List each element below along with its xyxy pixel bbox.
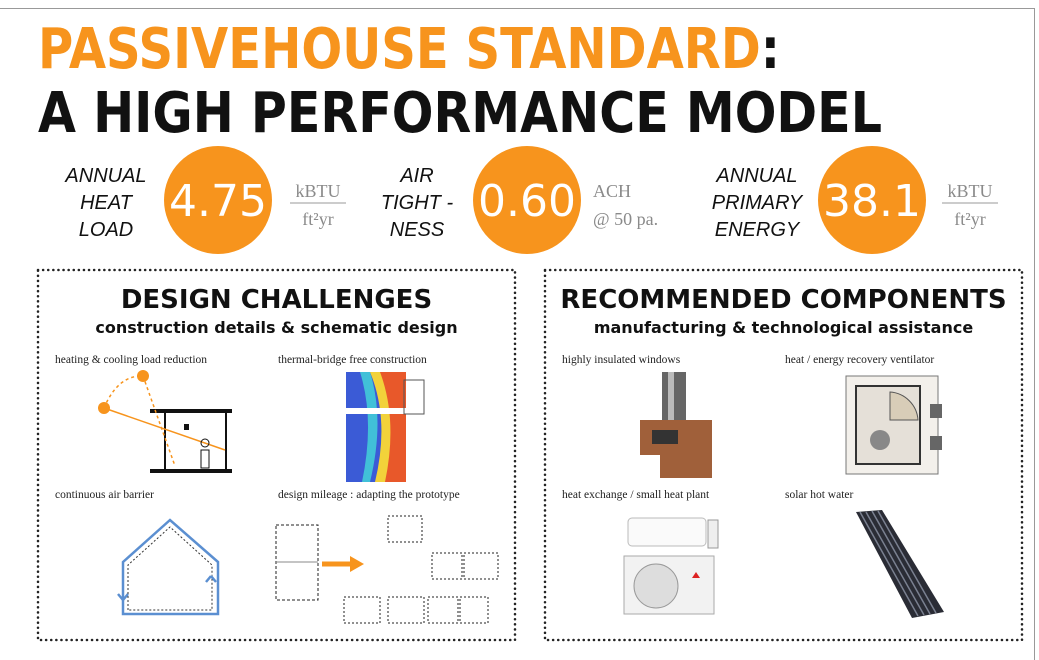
metric-unit-bottom: ft²yr [302, 209, 333, 229]
panel-title: RECOMMENDED COMPONENTS [560, 285, 1006, 315]
title-orange: PASSIVEHOUSE STANDARD [38, 17, 761, 82]
title-line-1: PASSIVEHOUSE STANDARD: [38, 17, 780, 82]
panel-subtitle: construction details & schematic design [95, 318, 457, 337]
photo-ventilator [846, 376, 942, 474]
item-caption: design mileage : adapting the prototype [278, 489, 460, 501]
infographic: PASSIVEHOUSE STANDARD: A HIGH PERFORMANC… [0, 0, 1039, 660]
item-caption: highly insulated windows [562, 354, 681, 366]
panel-subtitle: manufacturing & technological assistance [594, 318, 974, 337]
panel-title: DESIGN CHALLENGES [121, 285, 432, 315]
metric-unit-top: kBTU [296, 181, 341, 201]
metric-value: 38.1 [823, 176, 921, 227]
illustration-air-barrier [118, 520, 218, 614]
metric-unit-bottom: @ 50 pa. [593, 209, 658, 229]
item-caption: thermal-bridge free construction [278, 354, 427, 366]
metric-label: HEAT [80, 192, 134, 214]
item-caption: solar hot water [785, 489, 854, 501]
metric-label: AIR [399, 165, 433, 187]
illustration-prototype [276, 516, 498, 623]
metric-label: ENERGY [715, 219, 801, 241]
photo-window [640, 372, 712, 478]
item-caption: continuous air barrier [55, 489, 154, 501]
item-caption: heat / energy recovery ventilator [785, 354, 934, 366]
metric-label: ANNUAL [64, 165, 146, 187]
metric-label: LOAD [79, 219, 133, 241]
metric-label: TIGHT - [381, 192, 454, 214]
title-colon: : [761, 17, 780, 82]
metric-value: 0.60 [478, 176, 576, 227]
illustration-load-reduction [98, 370, 232, 471]
title-line-2: A HIGH PERFORMANCE MODEL [38, 81, 882, 146]
metric-unit-bottom: ft²yr [954, 209, 985, 229]
metric-unit-top: ACH [593, 181, 631, 201]
metric-value: 4.75 [169, 176, 267, 227]
metric-label: ANNUAL [715, 165, 797, 187]
metric-label: PRIMARY [712, 192, 804, 214]
photo-heat-plant [624, 518, 718, 614]
illustration-thermal-bridge [344, 372, 424, 482]
photo-solar-collector [856, 510, 944, 618]
item-caption: heat exchange / small heat plant [562, 489, 710, 501]
metric-label: NESS [390, 219, 445, 241]
metrics-row: ANNUAL HEAT LOAD 4.75 kBTU ft²yr AIR TIGHT - NES… [64, 146, 998, 254]
item-caption: heating & cooling load reduction [55, 354, 207, 366]
metric-unit-top: kBTU [948, 181, 993, 201]
